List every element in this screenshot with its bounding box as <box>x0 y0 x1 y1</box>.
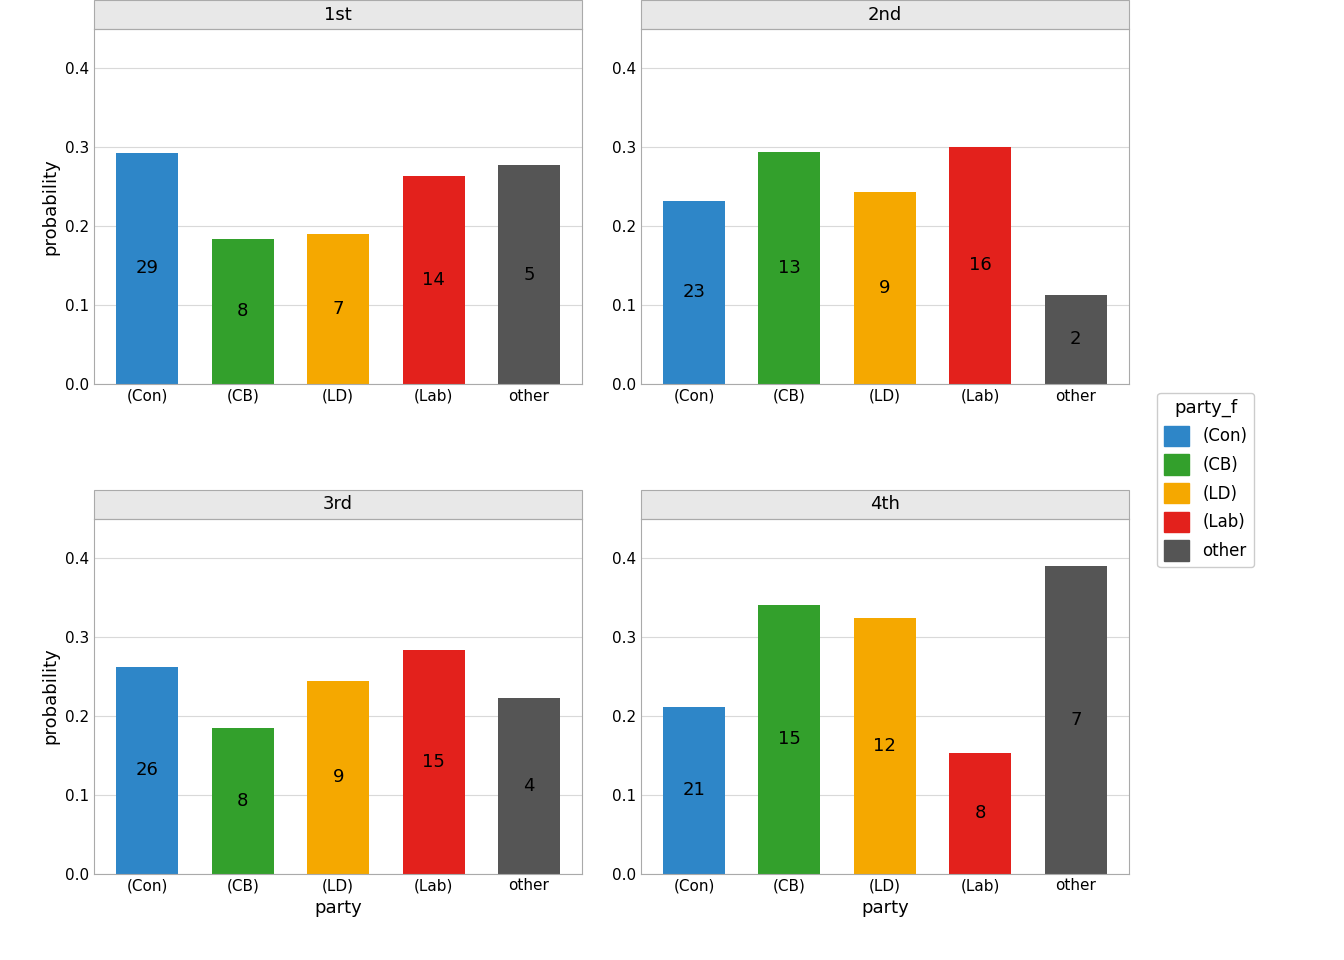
X-axis label: party: party <box>314 899 362 917</box>
Bar <box>949 753 1011 874</box>
Bar <box>499 165 560 384</box>
Text: 29: 29 <box>136 259 159 277</box>
Text: 8: 8 <box>974 804 986 823</box>
Bar <box>758 152 820 384</box>
Bar <box>663 201 724 384</box>
Bar <box>758 605 820 874</box>
FancyBboxPatch shape <box>641 0 1129 29</box>
Bar <box>117 667 179 874</box>
Text: 4: 4 <box>523 777 535 795</box>
Bar <box>949 147 1011 384</box>
Y-axis label: probability: probability <box>42 648 59 745</box>
Bar <box>499 699 560 874</box>
Bar <box>403 177 465 384</box>
Bar <box>1044 566 1106 874</box>
Legend: (Con), (CB), (LD), (Lab), other: (Con), (CB), (LD), (Lab), other <box>1157 393 1254 567</box>
X-axis label: party: party <box>862 899 909 917</box>
Text: 7: 7 <box>332 300 344 318</box>
Text: 8: 8 <box>237 792 249 810</box>
Text: 3rd: 3rd <box>323 495 353 514</box>
Text: 5: 5 <box>523 266 535 283</box>
Text: 15: 15 <box>778 731 801 748</box>
Bar <box>663 708 724 874</box>
Bar <box>853 192 915 384</box>
FancyBboxPatch shape <box>94 491 582 518</box>
Text: 4th: 4th <box>870 495 900 514</box>
Text: 8: 8 <box>237 302 249 321</box>
Text: 26: 26 <box>136 761 159 780</box>
Bar <box>308 234 370 384</box>
Bar <box>403 650 465 874</box>
Bar <box>308 682 370 874</box>
Text: 23: 23 <box>683 283 706 301</box>
Bar <box>853 618 915 874</box>
Text: 7: 7 <box>1070 710 1082 729</box>
Bar <box>117 153 179 384</box>
Y-axis label: probability: probability <box>42 157 59 254</box>
Text: 16: 16 <box>969 256 992 275</box>
FancyBboxPatch shape <box>641 491 1129 518</box>
Text: 2nd: 2nd <box>868 6 902 24</box>
Bar <box>1044 295 1106 384</box>
Bar <box>212 729 274 874</box>
Text: 15: 15 <box>422 753 445 771</box>
Text: 13: 13 <box>778 259 801 276</box>
Text: 14: 14 <box>422 271 445 289</box>
Bar <box>212 239 274 384</box>
Text: 1st: 1st <box>324 6 352 24</box>
Text: 21: 21 <box>683 781 706 800</box>
Text: 12: 12 <box>874 737 896 755</box>
FancyBboxPatch shape <box>94 0 582 29</box>
Text: 2: 2 <box>1070 330 1082 348</box>
Text: 9: 9 <box>879 279 891 297</box>
Text: 9: 9 <box>332 768 344 786</box>
